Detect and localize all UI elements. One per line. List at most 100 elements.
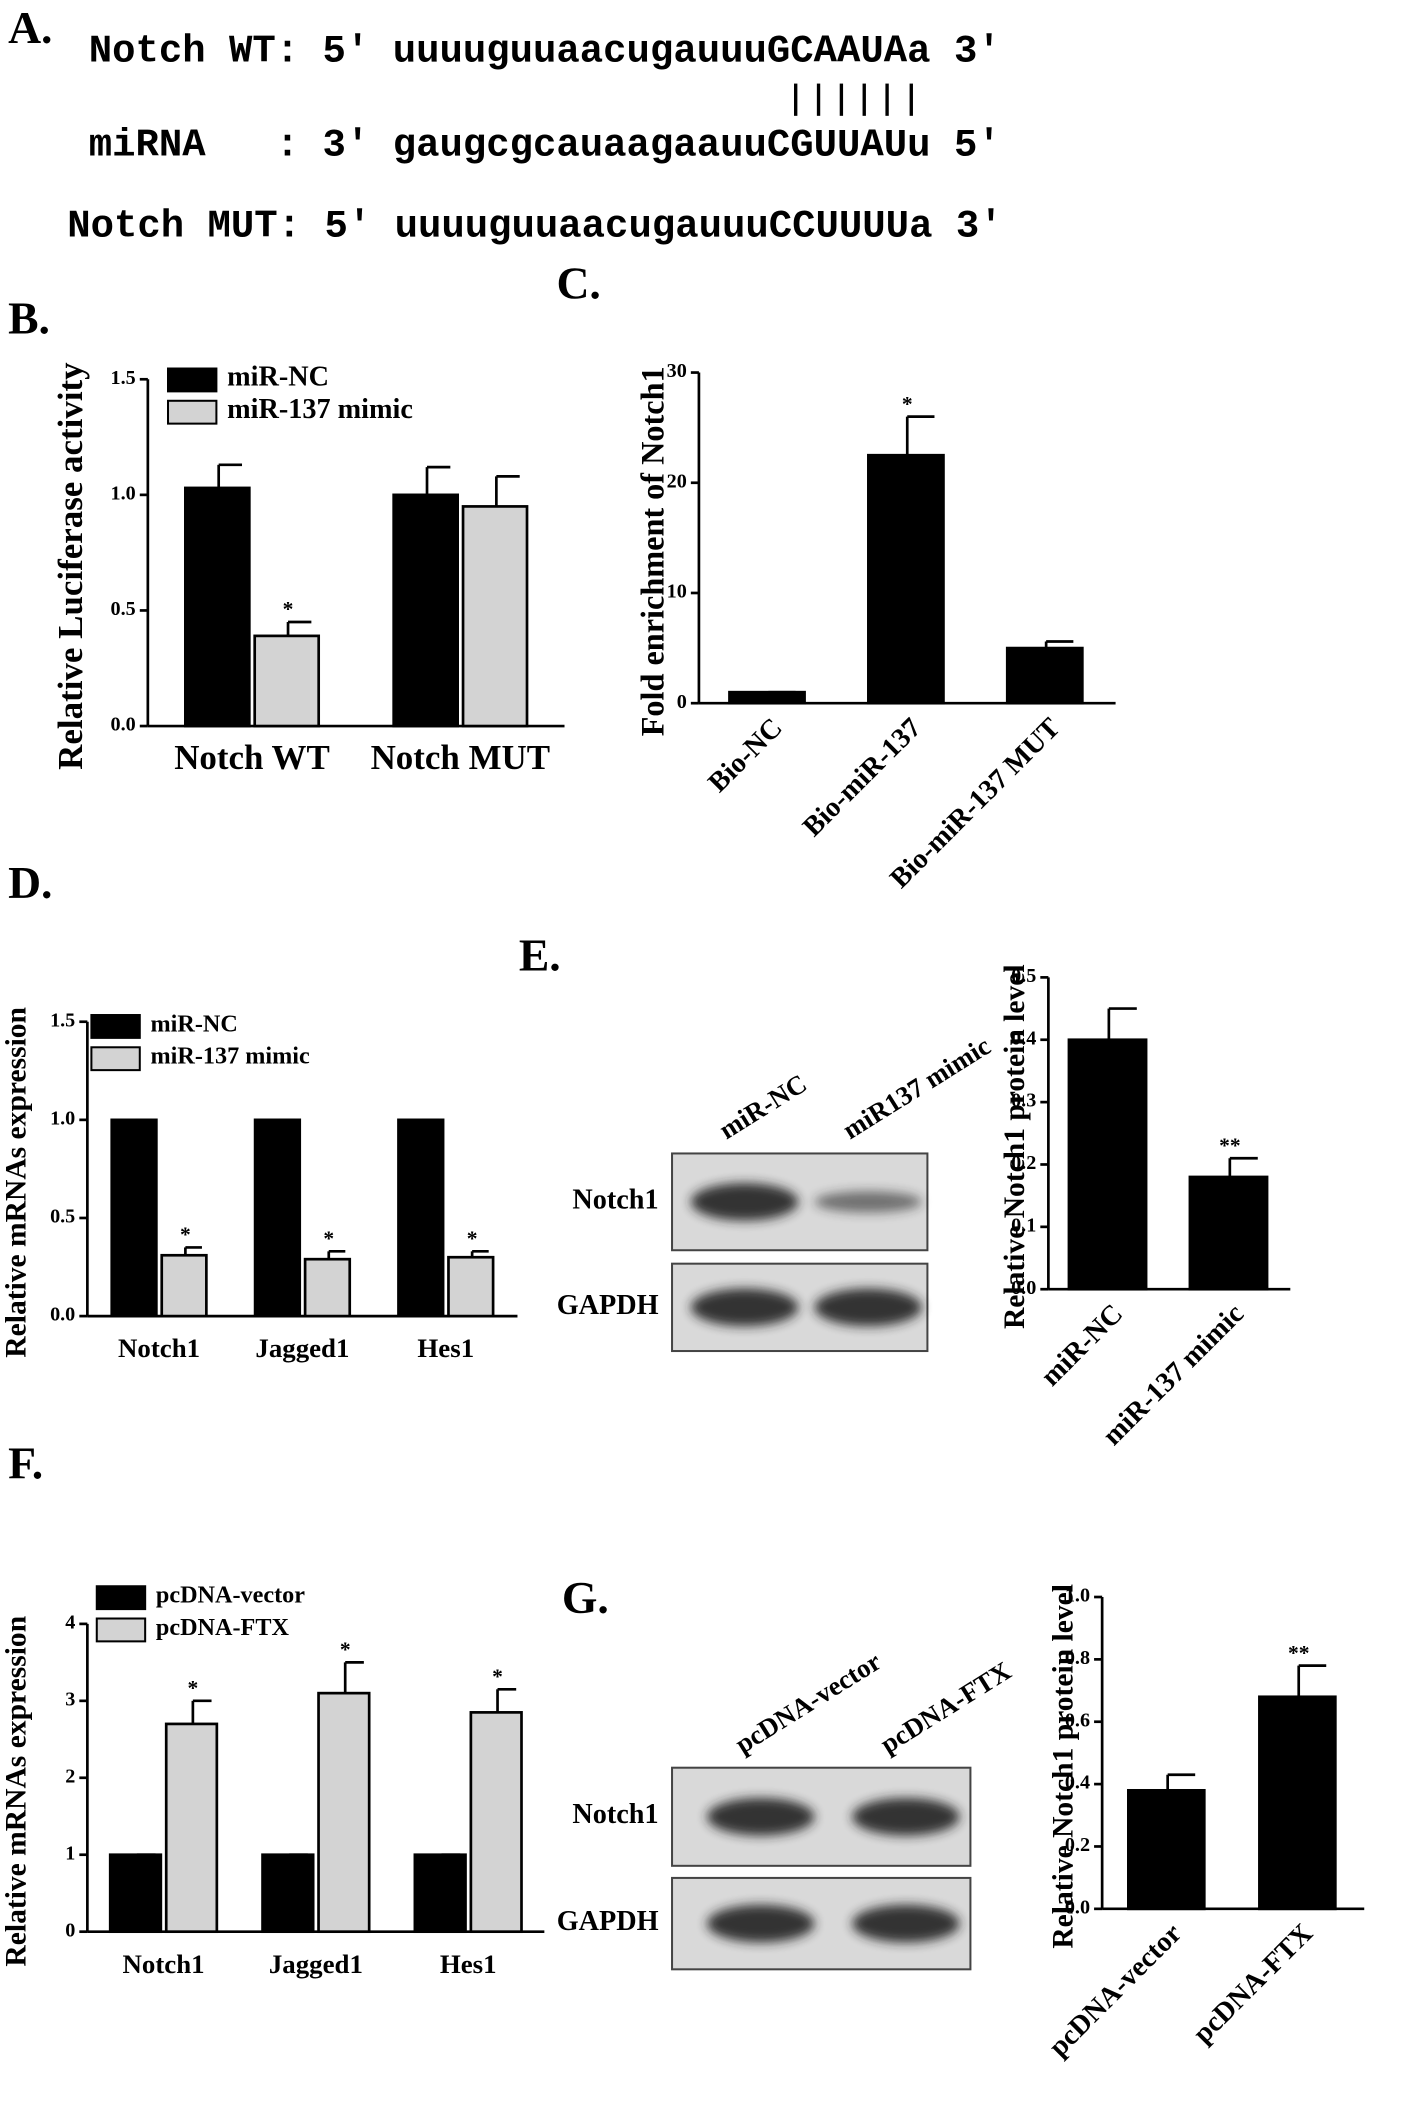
legend-label: miR-137 mimic — [151, 1043, 310, 1070]
sequence-line: Notch WT: 5' uuuuguuaacugauuuGCAAUAa 3' — [89, 30, 1001, 74]
blot-band — [814, 1288, 923, 1327]
y-axis-label: Relative mRNAs expression — [1, 1616, 33, 1967]
bar — [1127, 1788, 1206, 1911]
x-tick-label: Notch WT — [174, 738, 330, 777]
y-tick-label: 0.0 — [50, 1304, 75, 1326]
y-tick-label: 0.6 — [1065, 1709, 1090, 1731]
y-tick-label: 0.2 — [1065, 1834, 1090, 1856]
bar — [1258, 1695, 1337, 1911]
blot-band — [706, 1904, 815, 1943]
blot-band — [852, 1797, 960, 1836]
y-tick-label: 0.5 — [1011, 965, 1036, 987]
blot-strip — [671, 1262, 929, 1353]
x-tick-label: miR-NC — [1035, 1298, 1129, 1392]
legend-swatch — [90, 1046, 141, 1072]
y-tick-label: 0.0 — [1065, 1896, 1090, 1918]
y-tick-label: 0.1 — [1011, 1214, 1036, 1236]
y-tick-label: 1.0 — [111, 482, 136, 504]
blot-band — [706, 1797, 815, 1836]
legend-label: pcDNA-FTX — [156, 1614, 290, 1641]
x-tick-label: Hes1 — [417, 1333, 474, 1363]
bar — [261, 1853, 315, 1934]
y-tick-label: 1.0 — [50, 1107, 75, 1129]
legend-swatch — [90, 1014, 141, 1039]
panel-label: E. — [519, 929, 561, 980]
bar — [1067, 1038, 1148, 1291]
y-tick-label: 0.5 — [50, 1206, 75, 1228]
pairing-bars — [794, 83, 913, 116]
significance-label: ** — [1219, 1133, 1241, 1157]
y-axis-label: Relative Notch1 protein level — [999, 964, 1031, 1329]
panel-label: C. — [556, 257, 600, 308]
bar — [867, 453, 945, 705]
bar — [447, 1255, 495, 1318]
legend-swatch — [167, 399, 218, 425]
y-axis-label: Fold enrichment of Notch1 — [634, 366, 670, 736]
bar — [317, 1691, 371, 1934]
lane-label: miR-NC — [714, 1068, 812, 1145]
y-axis-label: Relative Luciferase activity — [51, 362, 90, 770]
panel-label: A. — [8, 2, 52, 53]
x-tick-label: pcDNA-FTX — [1187, 1918, 1319, 2050]
y-tick-label: 30 — [667, 360, 687, 382]
y-tick-label: 0.4 — [1011, 1027, 1036, 1049]
significance-label: * — [323, 1227, 334, 1251]
legend-swatch — [95, 1617, 147, 1643]
row-label: Notch1 — [572, 1799, 658, 1830]
x-tick-label: Jagged1 — [269, 1949, 363, 1979]
x-tick-label: Notch1 — [122, 1949, 204, 1979]
x-tick-label: Notch1 — [118, 1333, 200, 1363]
y-tick-label: 0 — [65, 1919, 75, 1941]
y-tick-label: 1.0 — [1065, 1585, 1090, 1607]
row-label: GAPDH — [557, 1290, 659, 1321]
bar — [1005, 646, 1084, 705]
y-tick-label: 0.8 — [1065, 1647, 1090, 1669]
bar — [253, 634, 321, 728]
bar — [164, 1722, 219, 1934]
y-tick-label: 10 — [667, 581, 687, 603]
y-tick-label: 20 — [667, 470, 687, 492]
sequence-line: Notch MUT: 5' uuuuguuaacugauuuCCUUUUa 3' — [67, 204, 1002, 248]
panel-label: F. — [8, 1437, 43, 1488]
lane-label: miR137 mimic — [837, 1030, 995, 1144]
legend-label: miR-NC — [227, 362, 329, 393]
panel-label: B. — [8, 292, 50, 343]
significance-label: * — [187, 1676, 198, 1700]
y-tick-label: 0.4 — [1065, 1772, 1090, 1794]
legend-label: miR-NC — [151, 1010, 238, 1037]
sequence-line: miRNA : 3' gaugcgcauaagaauuCGUUAUu 5' — [89, 124, 1001, 168]
row-label: GAPDH — [557, 1906, 659, 1937]
bar — [303, 1257, 352, 1318]
x-tick-label: Notch MUT — [371, 738, 551, 777]
y-tick-label: 4 — [65, 1612, 75, 1634]
y-tick-label: 0.5 — [111, 598, 136, 620]
legend-label: miR-137 mimic — [227, 394, 413, 425]
lane-label: pcDNA-FTX — [875, 1655, 1017, 1759]
significance-label: * — [180, 1223, 191, 1247]
significance-label: * — [467, 1227, 478, 1251]
y-tick-label: 0.3 — [1011, 1090, 1036, 1112]
panel-label: G. — [562, 1572, 609, 1623]
bar — [469, 1711, 523, 1934]
y-axis-label: Relative mRNAs expression — [1, 1007, 33, 1358]
y-tick-label: 1.5 — [111, 367, 136, 389]
bar — [728, 690, 806, 705]
x-tick-label: Bio-NC — [702, 712, 788, 798]
significance-label: * — [283, 597, 294, 621]
blot-band — [814, 1191, 923, 1213]
y-tick-label: 0 — [677, 691, 687, 713]
significance-label: * — [902, 392, 913, 416]
blot-band — [852, 1904, 960, 1943]
bar — [397, 1118, 445, 1318]
y-axis-label: Relative Notch1 protein level — [1048, 1584, 1080, 1949]
bar — [461, 505, 529, 728]
bar — [253, 1118, 302, 1318]
significance-label: * — [340, 1638, 351, 1662]
bar — [160, 1253, 208, 1318]
bar — [413, 1853, 467, 1934]
bar — [392, 493, 460, 728]
blot-band — [690, 1288, 799, 1327]
y-tick-label: 0.0 — [111, 714, 136, 736]
legend-label: pcDNA-vector — [156, 1582, 305, 1609]
